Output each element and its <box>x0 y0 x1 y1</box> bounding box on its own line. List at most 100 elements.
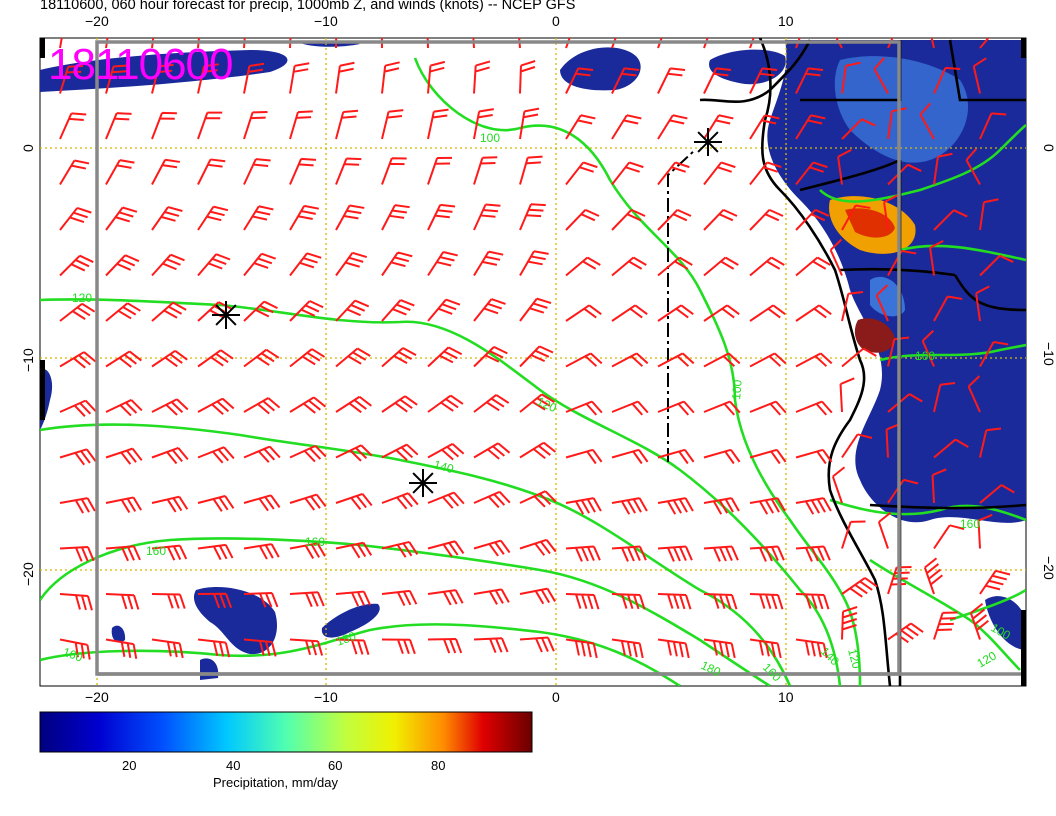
contour-label: 160 <box>915 349 935 363</box>
wind-barb <box>335 251 368 277</box>
wind-barb <box>749 161 782 186</box>
wind-barb <box>929 239 944 276</box>
lat-tick-label: 0 <box>20 144 36 152</box>
wind-barb <box>289 62 310 94</box>
wind-barb <box>611 448 649 465</box>
wind-barb <box>933 382 956 413</box>
wind-barb <box>795 67 824 94</box>
wind-barb <box>335 109 359 140</box>
wind-barb <box>749 593 784 610</box>
wind-barb <box>151 544 188 561</box>
wind-barb <box>59 159 90 186</box>
wind-barb <box>59 112 87 140</box>
wind-barb <box>611 114 642 140</box>
wind-barb <box>979 484 1015 504</box>
wind-barb <box>197 592 233 609</box>
wind-barb <box>657 67 686 94</box>
wind-barb <box>657 593 692 610</box>
wind-barb <box>289 591 325 608</box>
wind-barb <box>427 638 463 654</box>
wind-barb <box>565 304 602 322</box>
wind-barb <box>657 114 688 140</box>
wind-barb <box>59 65 84 94</box>
wind-barb <box>873 57 889 94</box>
wind-barb <box>243 638 277 657</box>
colorbar <box>39 711 533 753</box>
wind-barb <box>749 114 780 140</box>
wind-barb <box>289 204 320 231</box>
wind-barb <box>151 253 185 277</box>
wind-barb <box>933 611 958 640</box>
wind-barb <box>565 593 600 610</box>
wind-barb <box>841 577 878 598</box>
pressure-center-star <box>215 304 237 326</box>
wind-barb <box>427 491 465 509</box>
wind-barb <box>473 490 511 509</box>
wind-barb <box>59 254 94 277</box>
wind-barb <box>919 102 935 140</box>
wind-barb <box>749 448 787 465</box>
wind-barb <box>795 352 833 368</box>
wind-barb <box>289 110 313 140</box>
wind-barb <box>657 352 695 368</box>
wind-barb <box>611 208 646 231</box>
contour-label: 160 <box>960 517 980 531</box>
wind-barb <box>979 427 1002 458</box>
height-contours <box>40 57 1026 686</box>
wind-barb <box>59 546 95 562</box>
wind-barb <box>151 63 174 94</box>
wind-barb <box>243 592 279 608</box>
wind-barb <box>335 492 373 511</box>
wind-barb <box>519 538 557 556</box>
wind-barb <box>197 495 235 512</box>
wind-barb <box>611 161 644 186</box>
lat-tick-label: −10 <box>1041 342 1056 366</box>
wind-barb <box>243 494 281 512</box>
wind-barb <box>657 304 694 322</box>
wind-barb <box>289 638 324 656</box>
wind-barb <box>657 497 694 515</box>
wind-barb <box>611 497 648 515</box>
wind-barb <box>59 302 96 322</box>
precip-area <box>767 40 1026 523</box>
wind-barb <box>703 208 738 231</box>
wind-barb <box>933 295 963 322</box>
wind-barb <box>975 285 990 322</box>
wind-barb <box>197 638 231 658</box>
contour-label: 140 <box>432 457 455 476</box>
wind-barb <box>749 208 784 231</box>
wind-barb <box>151 206 183 231</box>
wind-barb <box>877 511 892 549</box>
wind-barb <box>611 352 649 368</box>
wind-barb <box>979 341 1009 367</box>
wind-barb <box>519 636 555 653</box>
wind-barb <box>795 304 832 322</box>
wind-barb <box>565 67 594 94</box>
wind-barb <box>151 593 186 609</box>
wind-barb <box>611 400 649 416</box>
wind-barb <box>151 111 177 140</box>
wind-barb <box>883 194 898 231</box>
wind-barb <box>151 446 189 465</box>
wind-barb <box>933 152 953 185</box>
wind-barb <box>473 345 508 368</box>
wind-barb <box>473 442 511 460</box>
wind-barb <box>427 589 464 606</box>
wind-barb <box>977 513 993 549</box>
wind-barb <box>519 250 549 276</box>
contour-label: 100 <box>729 379 745 400</box>
wind-barb <box>151 495 189 513</box>
wind-barb <box>749 304 786 322</box>
contour-label: 180 <box>334 629 358 649</box>
wind-barb <box>519 393 555 413</box>
colorbar-tick: 80 <box>431 758 445 773</box>
wind-barb <box>979 254 1014 277</box>
wind-barb <box>933 524 965 550</box>
precip-area <box>845 208 895 238</box>
wind-barb <box>841 61 861 94</box>
wind-barb <box>151 398 189 416</box>
wind-barb <box>841 204 871 231</box>
wind-barb <box>381 395 418 413</box>
wind-barb <box>289 348 326 368</box>
